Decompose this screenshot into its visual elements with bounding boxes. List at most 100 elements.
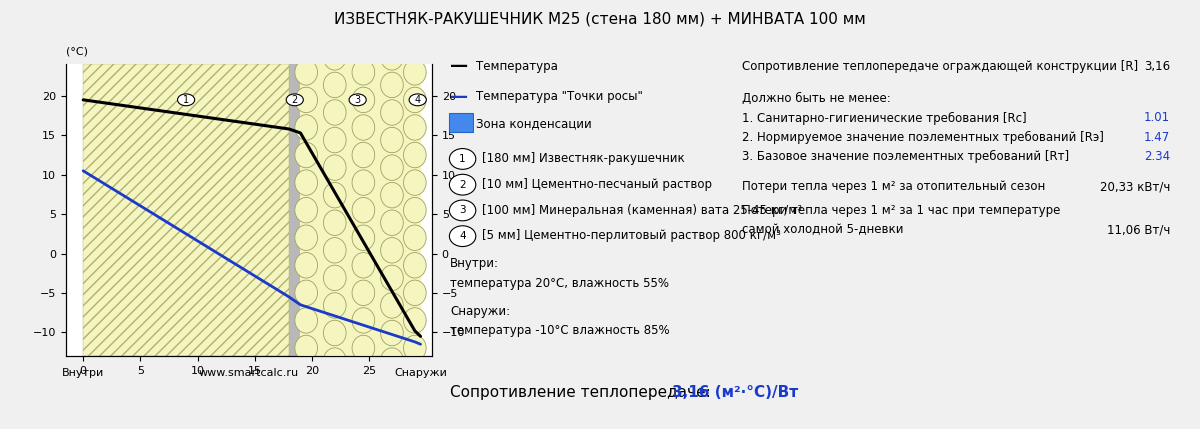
Text: 3,16: 3,16	[1144, 60, 1170, 73]
Ellipse shape	[295, 60, 318, 85]
Ellipse shape	[403, 115, 426, 140]
Ellipse shape	[352, 142, 374, 168]
Text: 20,33 кВт/ч: 20,33 кВт/ч	[1099, 180, 1170, 193]
Text: 4: 4	[415, 95, 421, 105]
Ellipse shape	[352, 87, 374, 113]
Text: [5 мм] Цементно-перлитовый раствор 800 кг/м³: [5 мм] Цементно-перлитовый раствор 800 к…	[482, 230, 781, 242]
Circle shape	[409, 94, 426, 106]
Ellipse shape	[295, 142, 318, 168]
Ellipse shape	[380, 100, 403, 125]
Ellipse shape	[352, 308, 374, 333]
Ellipse shape	[324, 17, 346, 42]
Text: 2. Нормируемое значение поэлементных требований [Rэ]: 2. Нормируемое значение поэлементных тре…	[742, 131, 1104, 144]
Circle shape	[450, 174, 475, 195]
Text: (°C): (°C)	[66, 46, 88, 57]
Text: Сопротивление теплопередаче ограждающей конструкции [R]: Сопротивление теплопередаче ограждающей …	[742, 60, 1138, 73]
Bar	[83, 64, 289, 356]
Ellipse shape	[380, 45, 403, 70]
Text: 1: 1	[184, 95, 190, 105]
Ellipse shape	[403, 253, 426, 278]
Circle shape	[286, 94, 304, 106]
Text: Зона конденсации: Зона конденсации	[476, 117, 592, 130]
Ellipse shape	[352, 197, 374, 223]
Ellipse shape	[352, 225, 374, 251]
Ellipse shape	[380, 72, 403, 98]
Text: 1.47: 1.47	[1144, 131, 1170, 144]
Text: 11,06 Вт/ч: 11,06 Вт/ч	[1106, 223, 1170, 236]
Ellipse shape	[380, 348, 403, 373]
Circle shape	[450, 226, 475, 247]
Text: Внутри: Внутри	[62, 368, 104, 378]
Ellipse shape	[352, 60, 374, 85]
Text: —: —	[450, 88, 468, 106]
Text: Потери тепла через 1 м² за отопительный сезон: Потери тепла через 1 м² за отопительный …	[742, 180, 1045, 193]
Ellipse shape	[403, 280, 426, 305]
Text: —: —	[450, 57, 468, 76]
Bar	[449, 113, 473, 132]
Ellipse shape	[403, 225, 426, 251]
Text: Температура: Температура	[476, 60, 558, 73]
Text: Снаружи:: Снаружи:	[450, 305, 510, 317]
Text: Температура "Точки росы": Температура "Точки росы"	[476, 90, 643, 103]
Text: 1.01: 1.01	[1144, 112, 1170, 124]
Ellipse shape	[324, 100, 346, 125]
Text: www.smartcalc.ru: www.smartcalc.ru	[199, 368, 299, 378]
Ellipse shape	[295, 115, 318, 140]
Circle shape	[349, 94, 366, 106]
Ellipse shape	[403, 32, 426, 57]
Text: самой холодной 5-дневки: самой холодной 5-дневки	[742, 223, 904, 236]
Text: [10 мм] Цементно-песчаный раствор: [10 мм] Цементно-песчаный раствор	[482, 178, 713, 191]
Ellipse shape	[324, 238, 346, 263]
Ellipse shape	[295, 197, 318, 223]
Ellipse shape	[295, 363, 318, 388]
Ellipse shape	[295, 335, 318, 361]
Circle shape	[450, 200, 475, 221]
Text: 2: 2	[460, 180, 466, 190]
Ellipse shape	[380, 127, 403, 153]
Ellipse shape	[380, 238, 403, 263]
Ellipse shape	[295, 308, 318, 333]
Ellipse shape	[324, 45, 346, 70]
Ellipse shape	[295, 280, 318, 305]
Text: 3,16 (м²·°С)/Вт: 3,16 (м²·°С)/Вт	[672, 385, 798, 400]
Ellipse shape	[352, 170, 374, 195]
Text: 4: 4	[460, 231, 466, 241]
Text: 1: 1	[460, 154, 466, 164]
Ellipse shape	[324, 293, 346, 318]
Ellipse shape	[295, 170, 318, 195]
Text: Потери тепла через 1 м² за 1 час при температуре: Потери тепла через 1 м² за 1 час при тем…	[742, 204, 1060, 217]
Text: 2.34: 2.34	[1144, 150, 1170, 163]
Ellipse shape	[324, 182, 346, 208]
Text: 1. Санитарно-гигиенические требования [Rc]: 1. Санитарно-гигиенические требования [R…	[742, 112, 1026, 124]
Ellipse shape	[403, 308, 426, 333]
Ellipse shape	[295, 225, 318, 251]
Text: Должно быть не менее:: Должно быть не менее:	[742, 92, 890, 105]
Ellipse shape	[403, 197, 426, 223]
Ellipse shape	[380, 17, 403, 42]
Ellipse shape	[324, 155, 346, 180]
Circle shape	[178, 94, 194, 106]
Ellipse shape	[324, 320, 346, 346]
Ellipse shape	[380, 293, 403, 318]
Ellipse shape	[403, 335, 426, 361]
Circle shape	[450, 148, 475, 169]
Ellipse shape	[352, 335, 374, 361]
Ellipse shape	[324, 127, 346, 153]
Ellipse shape	[324, 265, 346, 290]
Text: температура 20°C, влажность 55%: температура 20°C, влажность 55%	[450, 277, 670, 290]
Text: Сопротивление теплопередаче:: Сопротивление теплопередаче:	[450, 385, 715, 400]
Ellipse shape	[380, 265, 403, 290]
Ellipse shape	[295, 253, 318, 278]
Ellipse shape	[295, 32, 318, 57]
Text: [100 мм] Минеральная (каменная) вата 25-45 кг/м³: [100 мм] Минеральная (каменная) вата 25-…	[482, 204, 803, 217]
Ellipse shape	[403, 363, 426, 388]
Text: температура -10°C влажность 85%: температура -10°C влажность 85%	[450, 324, 670, 337]
Text: [180 мм] Известняк-ракушечник: [180 мм] Известняк-ракушечник	[482, 152, 685, 165]
Text: 2: 2	[292, 95, 298, 105]
Ellipse shape	[324, 210, 346, 236]
Ellipse shape	[403, 87, 426, 113]
Ellipse shape	[380, 182, 403, 208]
Ellipse shape	[352, 253, 374, 278]
Text: 3: 3	[460, 205, 466, 215]
Text: 3. Базовое значение поэлементных требований [Rт]: 3. Базовое значение поэлементных требова…	[742, 150, 1069, 163]
